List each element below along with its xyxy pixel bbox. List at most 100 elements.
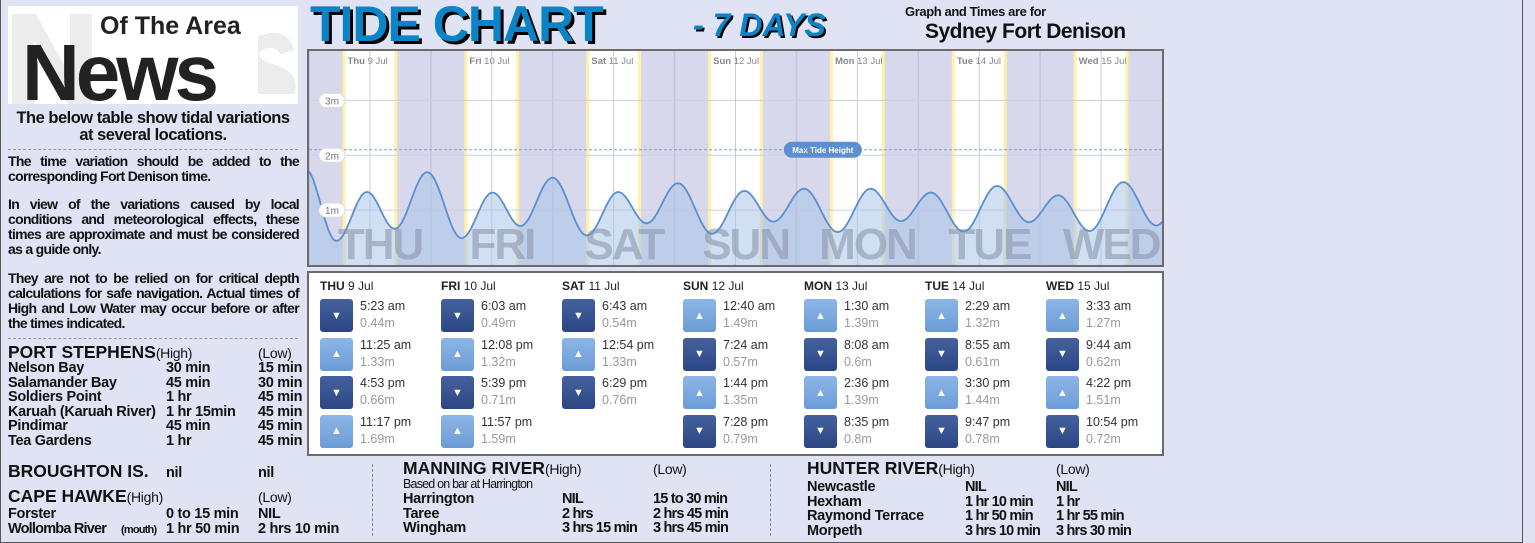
day-watermark: SUN: [702, 220, 789, 267]
tide-time: 1:30 am: [844, 299, 890, 313]
tide-entry: ▲ 3:30 pm 1.44m: [925, 376, 1045, 415]
sunset-marker: [516, 51, 520, 265]
tide-entry: ▲ 11:25 am 1.33m: [320, 337, 440, 377]
tide-time: 6:29 pm: [602, 376, 648, 390]
tide-chart: THU FRI SAT SUN MON TUE WED Max Tide Height 1m 2m…: [307, 49, 1164, 267]
day-watermark: THU: [338, 220, 423, 267]
max-tide-label: Max Tide Height: [792, 146, 854, 155]
high-offset: NIL: [965, 479, 987, 495]
tide-time: 5:23 am: [360, 299, 406, 313]
tide-height: 0.79m: [723, 431, 758, 446]
y-tick-pill: [318, 202, 346, 218]
low-tide-arrow-icon: ▼: [683, 414, 716, 448]
tide-entry: ▼ 8:08 am 0.6m: [804, 337, 924, 377]
location-name: Raymond Terrace: [807, 508, 924, 524]
tide-time: 7:28 pm: [723, 414, 769, 429]
tide-time: 11:57 pm: [481, 414, 533, 429]
tide-time: 4:53 pm: [360, 376, 406, 390]
x-tick-label: Mon 13 Jul: [835, 56, 883, 67]
location-name: Harrington: [403, 491, 475, 507]
tide-entry: ▲ 11:57 pm 1.59m: [441, 414, 561, 454]
high-tide-arrow-icon: ▲: [320, 337, 353, 371]
low-offset: 15 min: [258, 360, 303, 376]
low-tide-arrow-icon: ▼: [562, 376, 595, 409]
tide-entry: ▼ 6:43 am 0.54m: [562, 299, 682, 338]
high-tide-arrow-icon: ▲: [320, 414, 353, 448]
high-tide-arrow-icon: ▲: [804, 376, 837, 409]
day-column: SUN 12 Jul ▲ 12:40 am 1.49m ▼ 7:24 am 0.57m ▲ 1:…: [683, 279, 803, 453]
tide-time: 8:35 pm: [844, 414, 890, 429]
tide-entry: ▼ 8:35 pm 0.8m: [804, 414, 924, 454]
tide-height: 0.8m: [844, 431, 872, 446]
low-offset: 3 hrs 45 min: [653, 520, 729, 536]
newspaper-logo: Of The Area News: [8, 6, 298, 104]
tide-line: [309, 170, 1162, 242]
tide-entry: ▼ 5:23 am 0.44m: [320, 299, 440, 338]
broughton-high: nil: [166, 465, 183, 481]
low-tide-arrow-icon: ▼: [1046, 337, 1079, 371]
day-date: 14 Jul: [952, 279, 985, 293]
low-tide-arrow-icon: ▼: [925, 414, 958, 448]
tide-height: 0.72m: [1086, 431, 1121, 446]
low-tide-arrow-icon: ▼: [925, 337, 958, 371]
tide-entry: ▲ 1:44 pm 1.35m: [683, 376, 803, 415]
location-name: Wollomba River: [8, 520, 107, 537]
low-tide-arrow-icon: ▼: [562, 299, 595, 332]
low-offset: NIL: [1056, 479, 1078, 495]
day-date: 12 Jul: [711, 279, 744, 293]
day-name: THU: [320, 279, 345, 293]
day-header: FRI 10 Jul: [441, 279, 561, 299]
note-paragraph: In view of the variations caused by loca…: [8, 196, 300, 257]
y-tick-pill: [318, 92, 346, 108]
cape_hawke-title: CAPE HAWKE: [8, 486, 127, 506]
x-tick-label: Sat 11 Jul: [591, 56, 633, 67]
tide-entry: ▲ 12:40 am 1.49m: [683, 299, 803, 338]
tide-entry: ▲ 12:54 pm 1.33m: [562, 337, 682, 377]
day-column: SAT 11 Jul ▼ 6:43 am 0.54m ▲ 12:54 pm 1.33m ▼ 6:…: [562, 279, 682, 415]
day-column: MON 13 Jul ▲ 1:30 am 1.39m ▼ 8:08 am 0.6m ▲ 2:36…: [804, 279, 924, 453]
tide-height: 0.71m: [481, 393, 516, 407]
low-header: (Low): [653, 461, 687, 477]
tide-entry: ▼ 10:54 pm 0.72m: [1046, 414, 1166, 454]
sunrise-marker: [951, 51, 955, 265]
high-offset: 3 hrs 15 min: [562, 520, 638, 536]
tide-entry: ▲ 3:33 am 1.27m: [1046, 299, 1166, 338]
day-column: THU 9 Jul ▼ 5:23 am 0.44m ▲ 11:25 am 1.33m ▼ 4:5…: [320, 279, 440, 453]
tide-entry: ▼ 5:39 pm 0.71m: [441, 376, 561, 415]
day-name: WED: [1046, 279, 1074, 293]
tide-time: 10:54 pm: [1086, 414, 1139, 429]
tide-entry: ▼ 7:24 am 0.57m: [683, 337, 803, 377]
high-offset: 45 min: [166, 418, 211, 435]
tide-height: 1.32m: [481, 354, 516, 369]
tide-entry: ▼ 8:55 am 0.61m: [925, 337, 1045, 377]
tide-time: 9:44 am: [1086, 337, 1132, 352]
sunrise-marker: [708, 51, 712, 265]
location-name: Karuah (Karuah River): [8, 403, 156, 420]
high-offset: 3 hrs 10 min: [965, 522, 1041, 539]
tide-time: 4:22 pm: [1086, 376, 1132, 390]
low-offset: 45 min: [258, 418, 303, 435]
tide-entry: ▼ 9:47 pm 0.78m: [925, 414, 1045, 454]
hunter-title: HUNTER RIVER: [807, 458, 939, 478]
low-offset: 45 min: [258, 389, 303, 406]
day-name: MON: [804, 279, 832, 293]
high-offset: 2 hrs: [562, 505, 593, 522]
day-date: 15 Jul: [1077, 279, 1110, 293]
tide-times-table: THU 9 Jul ▼ 5:23 am 0.44m ▲ 11:25 am 1.33m ▼ 4:5…: [307, 271, 1164, 456]
low-offset: 1 hr 55 min: [1056, 508, 1125, 524]
divider: [8, 149, 298, 150]
tide-time: 2:36 pm: [844, 376, 890, 390]
sunset-marker: [881, 51, 885, 265]
tide-entry: ▼ 6:03 am 0.49m: [441, 299, 561, 338]
low-offset: 3 hrs 30 min: [1056, 522, 1132, 539]
high-offset: 1 hr 50 min: [166, 520, 240, 537]
tide-time: 9:47 pm: [965, 414, 1011, 429]
tide-height: 1.33m: [360, 354, 395, 369]
divider: [770, 464, 771, 536]
tide-time: 11:17 pm: [360, 414, 412, 429]
location-name: Hexham: [807, 493, 862, 510]
high-tide-arrow-icon: ▲: [804, 299, 837, 332]
tide-area: [309, 171, 1162, 265]
tide-height: 0.6m: [844, 354, 872, 369]
low-offset: 1 hr: [1056, 493, 1080, 510]
